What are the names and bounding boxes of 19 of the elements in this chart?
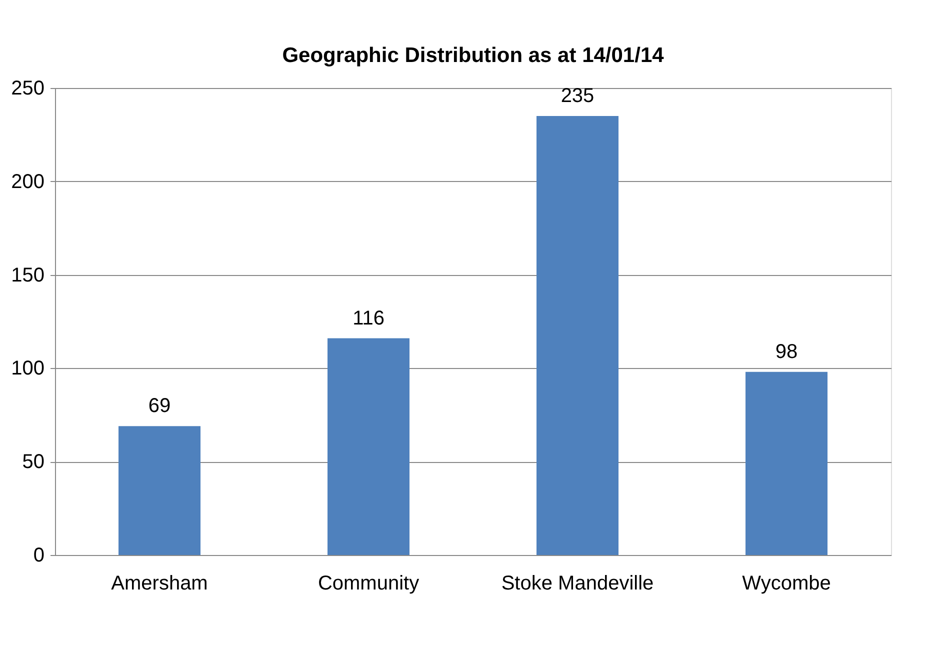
y-tick-label: 150 <box>11 264 44 286</box>
bar <box>536 116 618 555</box>
y-tick-label: 200 <box>11 170 44 193</box>
data-label: 98 <box>775 340 798 363</box>
x-tick-label: Community <box>318 572 420 594</box>
bar <box>328 338 410 555</box>
data-label: 116 <box>352 307 384 330</box>
data-label: 69 <box>148 395 171 418</box>
y-tick-label: 250 <box>11 78 44 100</box>
chart-title: Geographic Distribution as at 14/01/14 <box>282 44 664 67</box>
y-tick-label: 0 <box>33 544 44 566</box>
y-tick-label: 50 <box>22 451 44 474</box>
x-tick-label: Amersham <box>111 572 208 594</box>
x-tick-label: Stoke Mandeville <box>501 572 654 594</box>
bar <box>118 426 200 555</box>
y-tick-label: 100 <box>11 358 44 380</box>
x-tick-label: Wycombe <box>742 572 831 594</box>
data-label: 235 <box>560 85 594 108</box>
bar <box>746 372 828 555</box>
